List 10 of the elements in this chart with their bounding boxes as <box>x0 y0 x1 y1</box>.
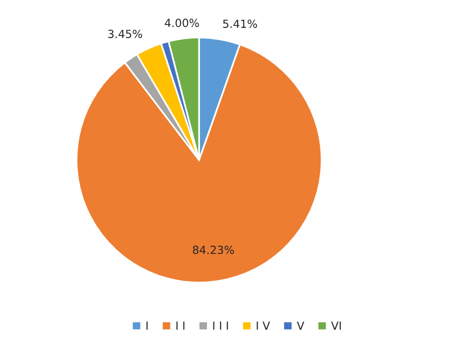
legend-label: VI <box>331 322 341 330</box>
data-label: 3.45% <box>108 30 142 38</box>
data-label: 84.23% <box>192 246 234 254</box>
legend-label: V <box>296 322 304 330</box>
legend-label: I V <box>256 322 270 330</box>
data-label: 4.00% <box>164 18 199 28</box>
legend-label: I I <box>176 322 184 330</box>
data-label: 5.41% <box>223 20 257 28</box>
legend-label: I <box>146 322 148 330</box>
legend-label: I I I <box>213 322 228 330</box>
